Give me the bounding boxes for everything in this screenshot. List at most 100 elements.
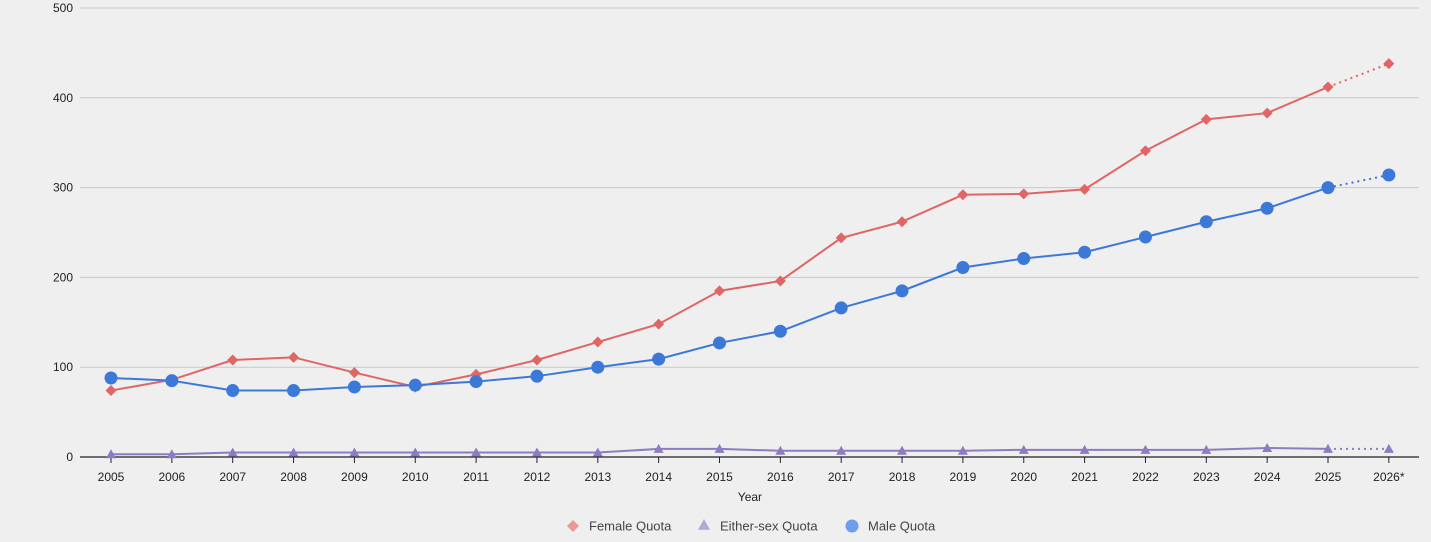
data-point [957, 189, 969, 201]
data-point [288, 447, 299, 457]
data-point [1322, 81, 1334, 93]
data-point [530, 369, 544, 383]
data-point [1383, 58, 1395, 70]
legend-swatch [567, 520, 579, 532]
x-tick-label: 2013 [584, 470, 611, 484]
data-point [714, 443, 725, 453]
y-tick-label: 0 [66, 450, 73, 464]
series-group [104, 58, 1396, 459]
data-point [106, 449, 116, 459]
gridlines [80, 7, 1419, 368]
data-point [471, 447, 482, 457]
legend-item[interactable]: Female Quota [567, 519, 672, 534]
x-tick-label: 2012 [524, 470, 551, 484]
data-point [1262, 443, 1273, 453]
data-point [653, 318, 665, 330]
x-tick-label: 2021 [1071, 470, 1098, 484]
series-either-sex-quota [106, 443, 1394, 459]
x-tick-label: 2011 [463, 470, 489, 484]
data-point [1140, 444, 1151, 454]
legend-swatch [698, 519, 710, 530]
x-tick-label: 2019 [950, 470, 977, 484]
data-point [592, 447, 603, 457]
legend-item[interactable]: Male Quota [845, 519, 936, 534]
y-tick-label: 100 [53, 360, 73, 374]
data-point [713, 336, 726, 350]
x-tick-label: 2016 [767, 470, 794, 484]
data-point [1017, 252, 1031, 266]
legend-label: Female Quota [589, 519, 672, 534]
data-point [1382, 168, 1396, 182]
data-point [895, 284, 909, 298]
data-point [1321, 181, 1335, 195]
data-point [288, 351, 300, 363]
data-point [1260, 201, 1274, 215]
legend: Female Quota Either-sex Quota Male Quota [567, 519, 936, 534]
x-tick-label: 2015 [706, 470, 733, 484]
data-point [165, 374, 179, 388]
data-point [287, 384, 301, 398]
data-point [1261, 107, 1273, 119]
data-point [349, 447, 360, 457]
y-tick-label: 300 [53, 181, 73, 195]
legend-swatch [845, 519, 859, 533]
data-point [469, 375, 483, 389]
data-point [347, 380, 361, 394]
data-point [1323, 443, 1333, 453]
data-point [1200, 113, 1212, 125]
legend-label: Male Quota [868, 519, 936, 534]
legend-label: Either-sex Quota [720, 519, 818, 534]
x-tick-label: 2010 [402, 470, 429, 484]
x-tick-label: 2025 [1315, 470, 1342, 484]
data-point [1199, 215, 1213, 229]
x-tick-label: 2005 [98, 470, 125, 484]
x-tick-label: 2020 [1010, 470, 1037, 484]
data-point [834, 301, 848, 315]
data-point [714, 285, 725, 297]
data-point [1201, 444, 1212, 454]
data-point [1383, 443, 1394, 453]
x-tick-label: 2008 [280, 470, 307, 484]
x-tick-label: 2009 [341, 470, 368, 484]
data-point [226, 384, 240, 398]
data-point [956, 261, 970, 275]
data-point [531, 354, 543, 366]
data-point [1079, 444, 1090, 454]
y-axis-ticks: 0 100 200 300 400 500 [53, 1, 73, 464]
data-point [1018, 444, 1029, 454]
series-female-quota [105, 58, 1395, 397]
data-point [1079, 183, 1091, 195]
data-point [653, 443, 664, 453]
data-point [227, 354, 239, 366]
data-point [410, 447, 421, 457]
y-tick-label: 500 [53, 1, 73, 15]
data-point [104, 371, 118, 385]
data-point [773, 324, 787, 338]
x-tick-label: 2007 [219, 470, 246, 484]
data-point [1139, 145, 1151, 157]
data-point [348, 367, 360, 379]
x-tick-label: 2017 [828, 470, 855, 484]
x-tick-label: 2026* [1373, 470, 1405, 484]
x-tick-label: 2024 [1254, 470, 1281, 484]
data-point [835, 232, 847, 244]
x-tick-label: 2006 [158, 470, 185, 484]
data-point [774, 275, 786, 287]
data-point [896, 216, 908, 228]
x-tick-label: 2018 [889, 470, 916, 484]
y-tick-label: 400 [53, 91, 73, 105]
data-point [105, 385, 117, 397]
data-point [1138, 230, 1152, 244]
y-tick-label: 200 [53, 270, 73, 284]
data-point [1078, 245, 1092, 259]
x-tick-label: 2023 [1193, 470, 1220, 484]
x-tick-label: 2022 [1132, 470, 1159, 484]
x-axis: 2005 2006 2007 2008 2009 2010 2011 2012 2013 2014… [80, 456, 1419, 484]
x-axis-title: Year [738, 490, 762, 504]
data-point [408, 378, 422, 392]
data-point [227, 447, 238, 457]
data-point [897, 445, 908, 455]
data-point [592, 336, 604, 348]
legend-item[interactable]: Either-sex Quota [698, 519, 818, 534]
